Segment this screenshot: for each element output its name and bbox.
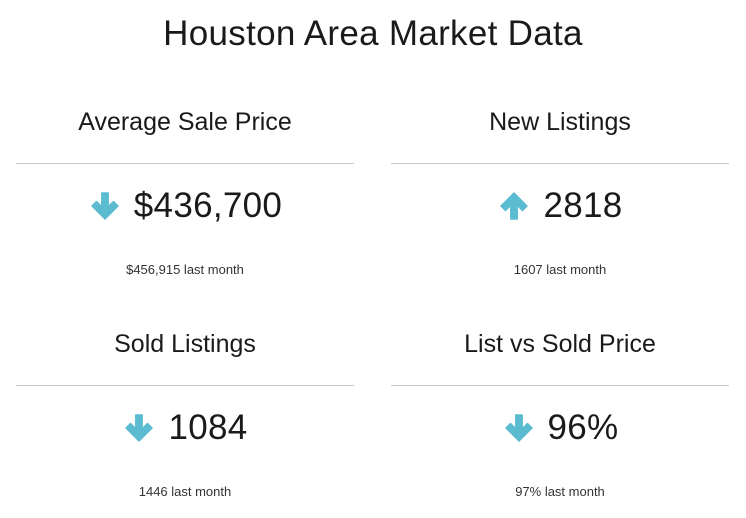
card-divider [16,163,354,164]
card-value-row: 1084 [16,398,354,458]
card-title: New Listings [489,108,631,136]
card-value-row: $436,700 [16,176,354,236]
arrow-down-icon [502,411,536,445]
page-title: Houston Area Market Data [163,14,583,53]
card-divider [16,385,354,386]
stat-card-list-vs-sold-price: List vs Sold Price 96% 97% last month [391,330,729,518]
card-value: 96% [547,408,619,447]
card-title: List vs Sold Price [464,330,656,358]
arrow-down-icon [122,411,156,445]
card-value-row: 2818 [391,176,729,236]
card-divider [391,163,729,164]
card-previous-value: 1607 last month [513,262,607,277]
card-previous-value: $456,915 last month [126,262,244,277]
card-previous-value: 1446 last month [138,484,232,499]
card-title: Average Sale Price [78,108,292,136]
stat-card-new-listings: New Listings 2818 1607 last month [391,108,729,308]
card-previous-value: 97% last month [515,484,605,499]
arrow-up-icon [497,189,531,223]
card-title: Sold Listings [114,330,256,358]
card-value: 1084 [168,408,248,447]
stat-card-average-sale-price: Average Sale Price $436,700 $456,915 las… [16,108,354,308]
arrow-down-icon [88,189,122,223]
card-value-row: 96% [391,398,729,458]
card-value: 2818 [543,186,623,225]
card-divider [391,385,729,386]
stat-card-sold-listings: Sold Listings 1084 1446 last month [16,330,354,518]
card-value: $436,700 [133,186,283,225]
